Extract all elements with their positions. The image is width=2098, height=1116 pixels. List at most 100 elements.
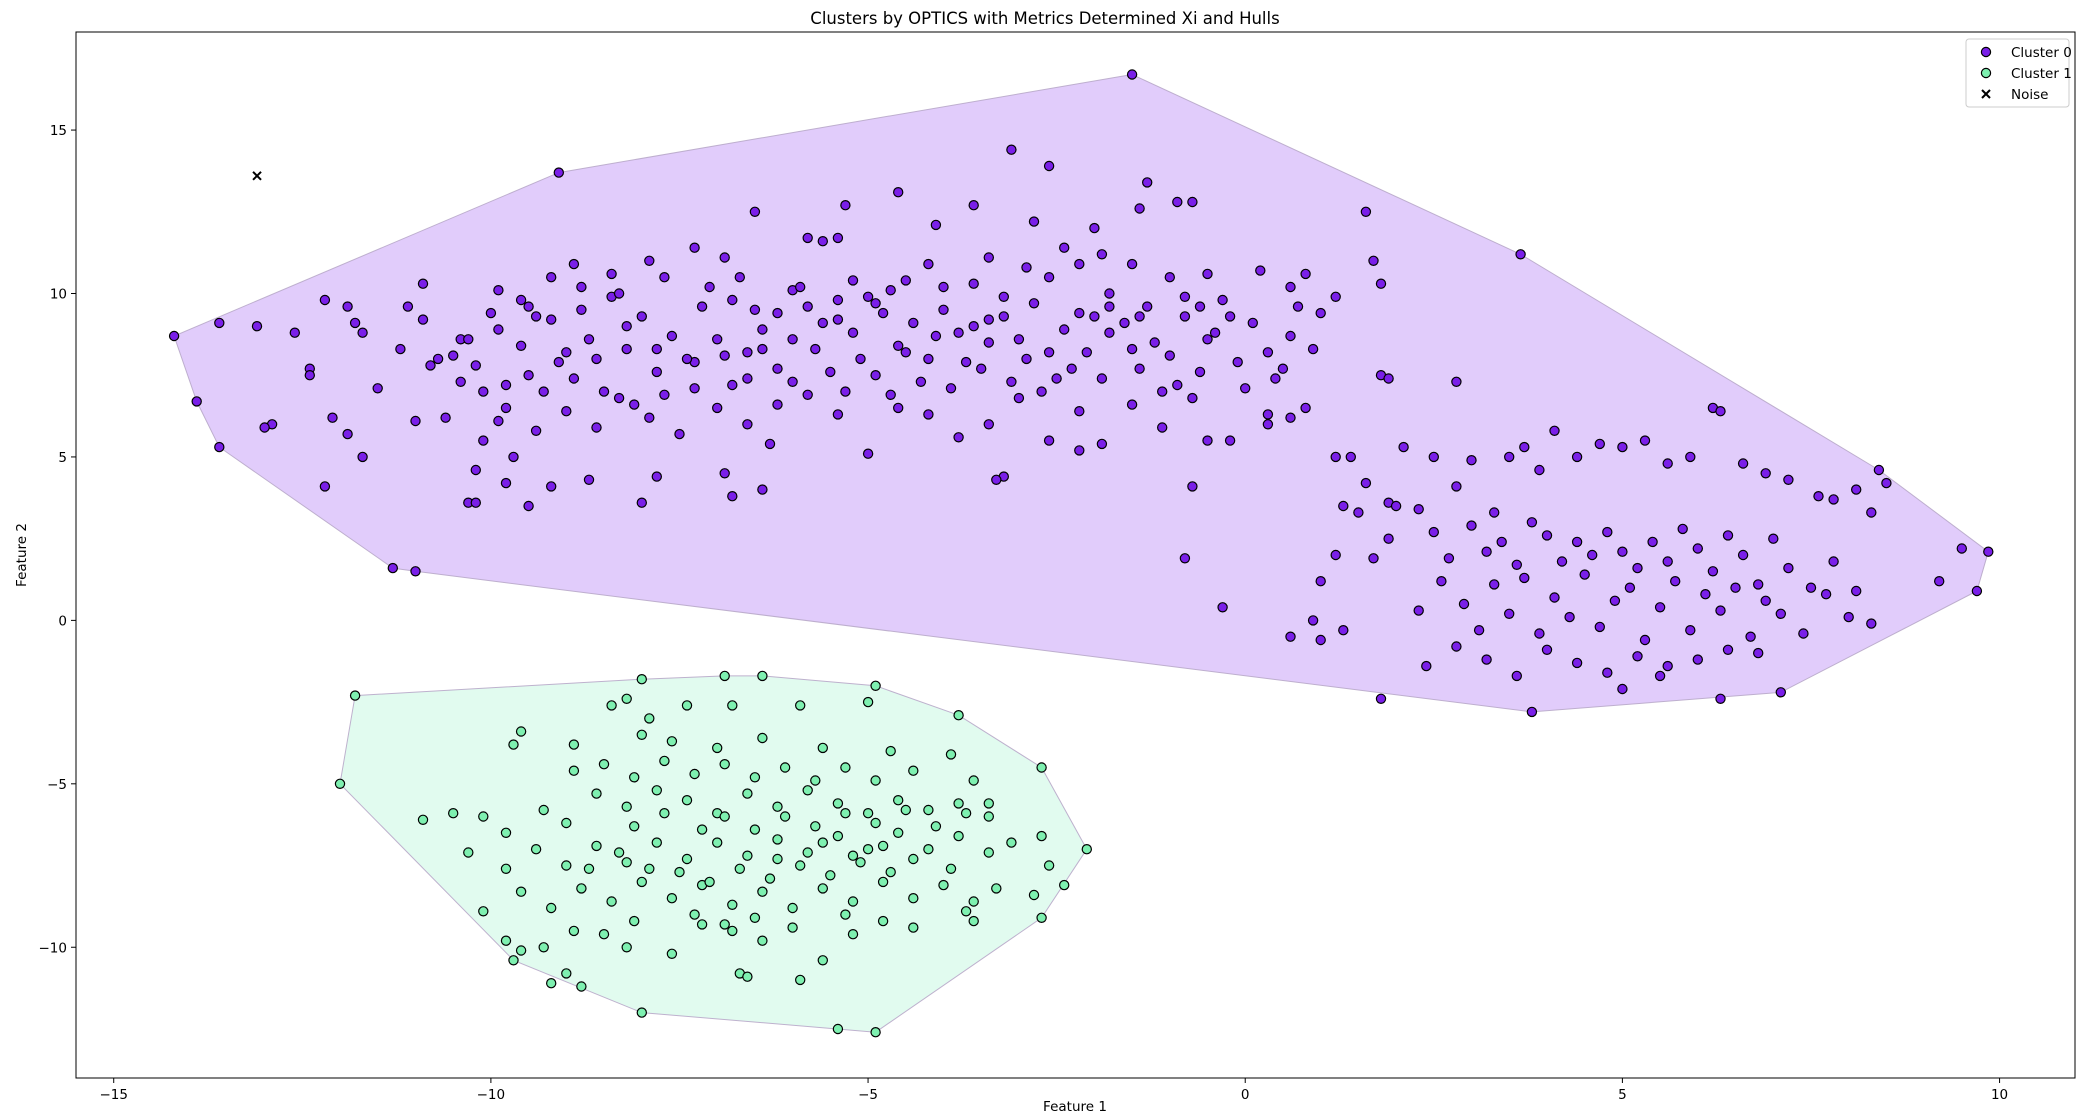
cluster-1-point <box>651 785 663 796</box>
cluster-0-point <box>802 389 813 400</box>
cluster-1-point <box>885 866 896 878</box>
cluster-0-point <box>1609 595 1621 607</box>
cluster-1-point <box>757 732 768 744</box>
legend-box <box>1965 38 2070 108</box>
cluster-1-point <box>900 804 912 816</box>
cluster-0-point <box>915 376 927 387</box>
cluster-0-point <box>289 327 300 338</box>
cluster-0-point <box>1798 628 1809 639</box>
cluster-0-point <box>840 386 851 397</box>
cluster-0-point <box>319 294 331 306</box>
cluster-0-point <box>885 389 896 400</box>
cluster-1-point <box>779 762 791 773</box>
cluster-0-point <box>1511 670 1523 682</box>
cluster-1-point <box>983 811 995 822</box>
cluster-0-point <box>1202 435 1213 446</box>
y-axis-label: Feature 2 <box>14 523 30 587</box>
cluster-1-point <box>908 853 919 865</box>
cluster-0-point <box>1564 611 1575 623</box>
cluster-1-point <box>515 726 527 737</box>
cluster-1-point <box>772 853 783 865</box>
cluster-0-point <box>1534 628 1545 639</box>
cluster-1-point <box>629 772 640 783</box>
cluster-0-point <box>1021 262 1032 273</box>
cluster-0-point <box>1375 693 1387 705</box>
cluster-0-point <box>1481 654 1492 665</box>
cluster-0-point <box>1783 474 1794 485</box>
cluster-0-point <box>1179 553 1191 564</box>
cluster-0-point <box>1458 598 1470 610</box>
cluster-0-point <box>500 477 512 489</box>
cluster-0-point <box>251 321 263 332</box>
legend: Cluster 0 Cluster 1 Noise <box>1965 38 2072 108</box>
cluster-0-point <box>757 324 768 335</box>
cluster-0-point <box>410 566 421 577</box>
cluster-0-point <box>553 167 565 178</box>
cluster-1-point <box>885 745 896 757</box>
cluster-1-point <box>742 788 753 799</box>
cluster-0-point <box>1368 255 1379 266</box>
cluster-0-point <box>1028 298 1040 309</box>
cluster-0-point <box>613 392 625 404</box>
cluster-0-point <box>621 321 632 332</box>
cluster-1-point <box>719 670 730 682</box>
cluster-1-point <box>908 765 919 776</box>
cluster-0-point <box>1285 631 1296 642</box>
cluster-0-point <box>470 497 481 508</box>
cluster-0-point <box>214 441 225 453</box>
cluster-1-point <box>764 873 776 884</box>
cluster-0-point <box>349 317 361 329</box>
cluster-0-point <box>1775 687 1787 698</box>
cluster-0-point <box>410 415 421 427</box>
cluster-0-point <box>463 334 474 345</box>
cluster-0-point <box>1579 569 1590 580</box>
cluster-0-point <box>802 301 813 312</box>
cluster-0-point <box>802 232 813 244</box>
cluster-0-point <box>719 468 730 479</box>
cluster-0-point <box>636 311 648 322</box>
plot-area <box>168 69 1994 1038</box>
cluster-1-point <box>538 942 549 953</box>
cluster-1-point <box>681 853 693 865</box>
cluster-0-point <box>1692 654 1704 665</box>
cluster-0-point <box>1315 634 1326 646</box>
cluster-0-point <box>1624 582 1636 593</box>
cluster-0-point <box>1074 258 1085 270</box>
cluster-1-point <box>855 857 866 868</box>
cluster-0-point <box>1700 589 1711 600</box>
cluster-0-hull <box>173 73 1989 713</box>
cluster-1-point <box>832 1023 844 1035</box>
cluster-1-point <box>983 847 995 858</box>
chart-title: Clusters by OPTICS with Metrics Determin… <box>810 9 1279 28</box>
cluster-0-point <box>1119 317 1130 329</box>
cluster-0-point <box>651 343 663 355</box>
cluster-1-point <box>500 863 512 875</box>
cluster-0-point <box>515 340 527 351</box>
cluster-1-point <box>795 974 806 986</box>
cluster-1-point <box>953 710 964 721</box>
cluster-1-point <box>923 844 934 855</box>
cluster-0-point <box>1066 363 1077 374</box>
cluster-1-point <box>659 755 670 767</box>
cluster-0-point <box>342 428 353 440</box>
cluster-0-point <box>772 307 783 319</box>
cluster-0-point <box>1043 347 1055 358</box>
cluster-0-point <box>1051 373 1062 384</box>
cluster-0-point <box>478 386 489 397</box>
cluster-0-point <box>1722 530 1734 541</box>
cluster-0-point <box>787 334 798 345</box>
cluster-0-point <box>795 281 806 293</box>
cluster-0-point <box>689 383 700 394</box>
cluster-0-point <box>976 363 987 374</box>
cluster-1-point <box>478 811 489 822</box>
cluster-0-point <box>561 347 572 358</box>
cluster-0-point <box>930 219 942 231</box>
cluster-1-point <box>621 942 632 953</box>
axes-frame <box>75 31 2076 1079</box>
cluster-1-point <box>968 915 979 927</box>
cluster-0-point <box>1760 595 1771 607</box>
cluster-0-point <box>1783 562 1794 574</box>
cluster-0-point <box>719 350 730 361</box>
cluster-0-point <box>1330 451 1341 463</box>
cluster-0-point <box>591 422 602 433</box>
